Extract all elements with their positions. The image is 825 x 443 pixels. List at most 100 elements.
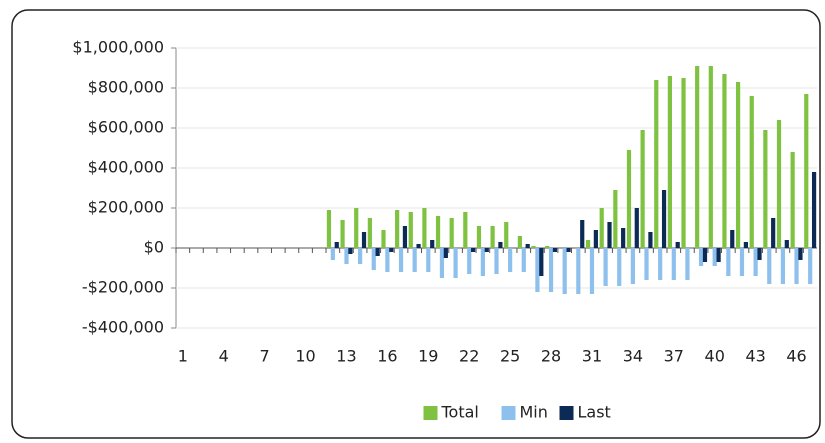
bar (630, 248, 635, 284)
bar (426, 248, 431, 272)
bar (599, 208, 604, 248)
bar (484, 248, 489, 252)
bar (698, 248, 704, 266)
bar (712, 248, 717, 266)
bar (626, 150, 632, 248)
y-tick-label: $1,000,000 (72, 38, 164, 57)
bar (566, 248, 571, 252)
bar (416, 244, 421, 248)
bar (358, 248, 363, 264)
x-tick-label: 7 (260, 347, 270, 366)
bar (648, 232, 653, 248)
bar (463, 212, 468, 248)
x-tick-label: 40 (705, 347, 725, 366)
bar (749, 96, 754, 248)
bar (757, 248, 762, 260)
bar (708, 66, 713, 248)
bar (593, 230, 598, 248)
bar (449, 218, 454, 248)
bar (490, 226, 495, 248)
bar (531, 246, 536, 248)
bar (552, 248, 558, 252)
bar (667, 76, 672, 248)
bar (371, 248, 376, 270)
bar (607, 222, 612, 248)
bar (326, 210, 332, 248)
bar (443, 248, 448, 258)
bar (354, 208, 359, 248)
bar (348, 248, 353, 254)
bar (804, 94, 809, 248)
bar (798, 248, 803, 260)
bar (675, 242, 680, 248)
x-tick-label: 16 (377, 347, 397, 366)
bar (402, 226, 408, 248)
bar (661, 190, 667, 248)
y-tick-label: $200,000 (88, 198, 164, 217)
bar (811, 172, 817, 248)
bar (685, 248, 690, 280)
x-tick-label: 37 (664, 347, 684, 366)
legend-swatch (559, 406, 574, 420)
bar (771, 218, 776, 248)
bar (585, 240, 591, 248)
y-tick-label: $400,000 (88, 158, 164, 177)
y-tick-label: $600,000 (88, 118, 164, 137)
bar (467, 248, 472, 274)
bar (658, 248, 663, 280)
legend-swatch (423, 406, 438, 420)
y-tick-label: $800,000 (88, 78, 164, 97)
y-tick-label: -$400,000 (82, 318, 164, 337)
bar (422, 208, 427, 248)
bar (808, 248, 813, 284)
x-tick-label: 25 (500, 347, 520, 366)
bar (784, 240, 789, 248)
x-tick-label: 46 (786, 347, 806, 366)
bar (780, 248, 786, 284)
legend-swatch (501, 406, 516, 420)
bar (735, 82, 741, 248)
bar (580, 220, 585, 248)
legend-label: Last (578, 403, 611, 422)
bar (504, 222, 509, 248)
bar (617, 248, 622, 286)
x-tick-label: 43 (745, 347, 765, 366)
bar (681, 78, 686, 248)
x-tick-label: 19 (418, 347, 438, 366)
bar (535, 248, 540, 292)
chart-frame (11, 9, 821, 439)
x-tick-label: 31 (582, 347, 602, 366)
bar (722, 74, 727, 248)
bar (743, 242, 748, 248)
x-tick-label: 34 (623, 347, 643, 366)
bar (375, 248, 380, 256)
bar (671, 248, 676, 280)
bar (480, 248, 485, 276)
bar (344, 248, 349, 264)
bar (525, 244, 530, 248)
bar (439, 248, 445, 278)
bar (330, 248, 335, 260)
bar (603, 248, 608, 286)
bar (453, 248, 458, 278)
bar (654, 80, 659, 248)
bar (767, 248, 772, 284)
bar (790, 152, 795, 248)
bar (739, 248, 745, 276)
bar (412, 248, 417, 272)
bar (539, 248, 544, 276)
x-tick-label: 13 (336, 347, 356, 366)
bar (794, 248, 799, 284)
bar (334, 242, 339, 248)
y-tick-label: $0 (144, 238, 164, 257)
bar (435, 216, 441, 248)
bar (644, 248, 649, 280)
bar (576, 248, 581, 294)
bar (702, 248, 708, 262)
bar (381, 230, 386, 248)
bar (545, 246, 550, 248)
x-tick-label: 4 (219, 347, 229, 366)
bar (471, 248, 476, 252)
bar (398, 248, 404, 272)
bar (726, 248, 731, 276)
